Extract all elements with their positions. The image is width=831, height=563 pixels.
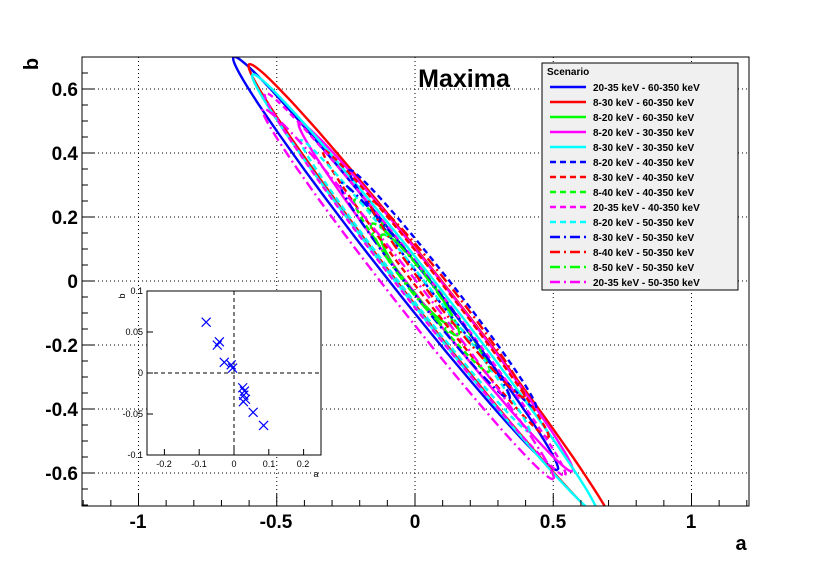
inset-point-marker bbox=[201, 317, 212, 328]
inset-point-marker bbox=[258, 420, 269, 431]
inset-plot: -0.2 -0.1 0 0.1 0.2 0.1 0.05 0 -0.05 -0.… bbox=[117, 286, 322, 479]
inset-point-marker bbox=[219, 357, 230, 368]
inset-x-tick-label: -0.1 bbox=[191, 459, 207, 469]
x-tick-label: -1 bbox=[130, 512, 147, 533]
inset-x-tick-label: 0.2 bbox=[297, 459, 310, 469]
contour-line bbox=[338, 181, 512, 401]
inset-x-tick-label: 0 bbox=[231, 459, 236, 469]
legend-entry-label: 8-20 keV - 50-350 keV bbox=[593, 218, 695, 229]
y-tick-label: 0.6 bbox=[52, 80, 78, 101]
legend-entry-label: 8-30 keV - 40-350 keV bbox=[593, 173, 695, 184]
inset-point-marker bbox=[227, 363, 238, 374]
inset-point-marker bbox=[248, 407, 259, 418]
legend-entry-label: 20-35 keV - 50-350 keV bbox=[593, 278, 700, 289]
inset-y-tick-label: 0 bbox=[138, 368, 143, 378]
y-tick-label: 0.4 bbox=[52, 144, 79, 165]
inset-y-tick-labels: 0.1 0.05 0 -0.05 -0.1 bbox=[122, 286, 143, 460]
legend-entry-label: 20-35 keV - 40-350 keV bbox=[593, 203, 700, 214]
x-axis-label: a bbox=[735, 533, 747, 555]
inset-x-tick-label: 0.1 bbox=[263, 459, 276, 469]
y-tick-label: 0 bbox=[67, 272, 78, 293]
contour-line bbox=[250, 73, 597, 506]
inset-x-tick-labels: -0.2 -0.1 0 0.1 0.2 bbox=[156, 459, 309, 469]
y-tick-label: 0.2 bbox=[52, 208, 78, 229]
x-tick-label: 1 bbox=[686, 512, 697, 533]
legend-entry-label: 8-20 keV - 60-350 keV bbox=[593, 113, 695, 124]
y-tick-label: -0.4 bbox=[45, 400, 78, 421]
x-tick-labels: -1 -0.5 0 0.5 1 bbox=[130, 512, 697, 533]
y-tick-label: -0.6 bbox=[45, 464, 78, 485]
inset-point-marker bbox=[238, 396, 249, 407]
contour-curves bbox=[231, 57, 606, 506]
x-tick-label: -0.5 bbox=[260, 512, 293, 533]
contour-line bbox=[347, 168, 538, 410]
chart-title: Maxima bbox=[418, 65, 511, 93]
legend-entry-label: 8-30 keV - 50-350 keV bbox=[593, 233, 695, 244]
legend-entry-label: 8-50 keV - 50-350 keV bbox=[593, 263, 695, 274]
contour-line bbox=[352, 198, 491, 374]
inset-y-tick-label: -0.05 bbox=[122, 409, 143, 419]
inset-point-marker bbox=[212, 340, 223, 351]
inset-y-tick-label: -0.1 bbox=[127, 450, 143, 460]
x-tick-label: 0 bbox=[410, 512, 421, 533]
legend-entry-label: 8-40 keV - 50-350 keV bbox=[593, 248, 695, 259]
legend-entry-label: 8-30 keV - 60-350 keV bbox=[593, 98, 695, 109]
legend-entry-label: 8-20 keV - 40-350 keV bbox=[593, 158, 695, 169]
legend-title: Scenario bbox=[547, 67, 589, 78]
legend-entry-label: 8-20 keV - 30-350 keV bbox=[593, 128, 695, 139]
contour-line bbox=[261, 107, 556, 481]
legend: Scenario 20-35 keV - 60-350 keV 8-30 keV… bbox=[541, 62, 739, 291]
y-tick-label: -0.2 bbox=[45, 336, 78, 357]
inset-point-marker bbox=[239, 386, 250, 396]
inset-y-tick-label: 0.05 bbox=[125, 327, 143, 337]
legend-entry-label: 8-30 keV - 30-350 keV bbox=[593, 143, 695, 154]
inset-x-axis-label: a bbox=[313, 469, 318, 479]
inset-point-marker bbox=[226, 359, 237, 370]
inset-y-axis-label: b bbox=[117, 293, 127, 298]
inset-y-tick-label: 0.1 bbox=[130, 286, 143, 296]
inset-x-tick-label: -0.2 bbox=[156, 459, 172, 469]
contour-line bbox=[263, 91, 567, 477]
y-axis-label: b bbox=[21, 58, 43, 70]
legend-entry-label: 8-40 keV - 40-350 keV bbox=[593, 188, 695, 199]
x-tick-label: 0.5 bbox=[540, 512, 567, 533]
axis-ticks bbox=[82, 56, 748, 506]
legend-entry-label: 20-35 keV - 60-350 keV bbox=[593, 83, 700, 94]
y-tick-labels: 0.6 0.4 0.2 0 -0.2 -0.4 -0.6 bbox=[45, 80, 78, 485]
contour-line bbox=[367, 198, 526, 399]
